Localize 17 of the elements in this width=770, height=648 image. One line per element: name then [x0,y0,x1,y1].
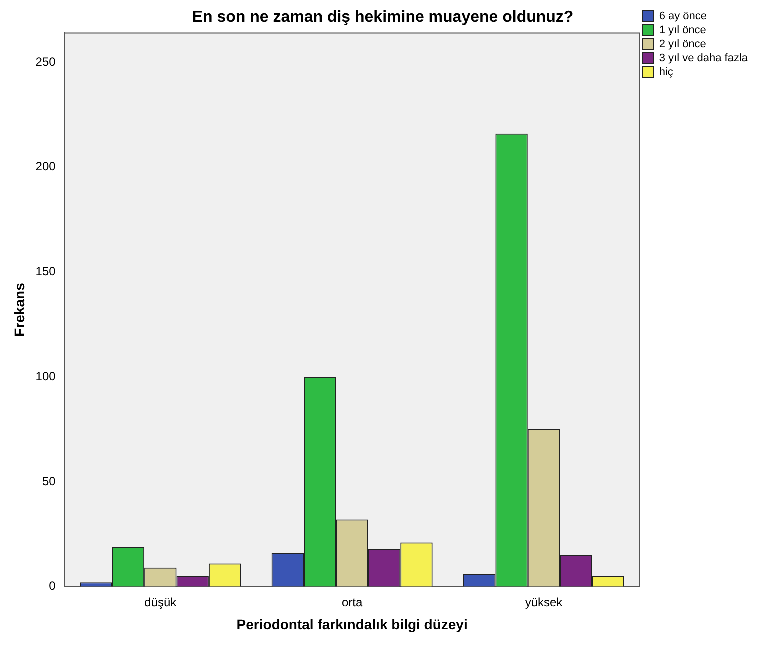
y-tick-label: 0 [49,579,56,594]
chart-title: En son ne zaman diş hekimine muayene oldunuz? [192,9,574,26]
y-tick-label: 200 [36,160,56,174]
legend-label: hiç [659,66,674,79]
x-axis-title: Periodontal farkındalık bilgi düzeyi [236,616,468,632]
y-axis-title: Frekans [11,282,28,337]
y-tick-label: 150 [36,264,56,279]
y-tick-label: 50 [42,474,56,488]
legend-label: 1 yıl önce [659,24,706,37]
y-tick-label: 100 [36,369,56,384]
y-tick-label: 250 [36,54,56,69]
legend-label: 3 yıl ve daha fazla [659,52,749,65]
x-tick-label: yüksek [525,595,564,610]
x-tick-label: orta [342,595,363,610]
x-tick-label: düşük [144,595,178,610]
legend-label: 6 ay önce [659,10,708,23]
legend-label: 2 yıl önce [659,38,706,51]
